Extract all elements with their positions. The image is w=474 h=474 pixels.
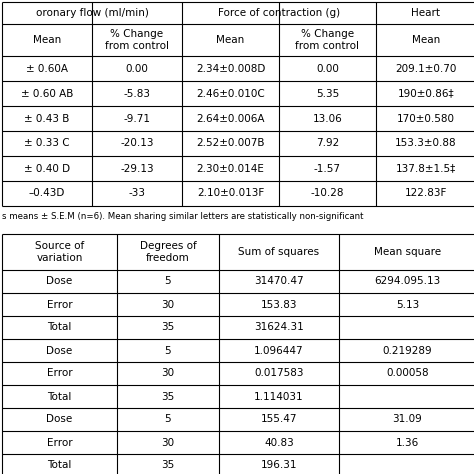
Text: 0.219289: 0.219289 — [383, 346, 432, 356]
Text: 7.92: 7.92 — [316, 138, 339, 148]
Text: 170±0.580: 170±0.580 — [397, 113, 455, 124]
Text: 35: 35 — [161, 461, 174, 471]
Text: -1.57: -1.57 — [314, 164, 341, 173]
Text: 5.13: 5.13 — [396, 300, 419, 310]
Text: Dose: Dose — [46, 346, 73, 356]
Text: 1.36: 1.36 — [396, 438, 419, 447]
Text: 190±0.86‡: 190±0.86‡ — [398, 89, 454, 99]
Text: 5: 5 — [164, 346, 171, 356]
Text: 2.64±0.006A: 2.64±0.006A — [196, 113, 265, 124]
Text: 153.3±0.88: 153.3±0.88 — [395, 138, 457, 148]
Text: –0.43D: –0.43D — [29, 189, 65, 199]
Text: 13.06: 13.06 — [313, 113, 342, 124]
Text: 5: 5 — [164, 414, 171, 425]
Text: 31470.47: 31470.47 — [254, 276, 304, 286]
Text: Error: Error — [46, 300, 73, 310]
Text: 35: 35 — [161, 392, 174, 401]
Text: 1.096447: 1.096447 — [254, 346, 304, 356]
Text: 1.114031: 1.114031 — [254, 392, 304, 401]
Text: % Change
from control: % Change from control — [105, 29, 169, 51]
Text: ± 0.43 B: ± 0.43 B — [24, 113, 70, 124]
Text: ± 0.60 AB: ± 0.60 AB — [21, 89, 73, 99]
Text: Dose: Dose — [46, 414, 73, 425]
Text: Error: Error — [46, 438, 73, 447]
Text: -20.13: -20.13 — [120, 138, 154, 148]
Text: 0.00058: 0.00058 — [386, 368, 429, 379]
Text: Mean square: Mean square — [374, 247, 441, 257]
Text: 31624.31: 31624.31 — [254, 322, 304, 332]
Text: Total: Total — [47, 392, 72, 401]
Text: 2.10±0.013F: 2.10±0.013F — [197, 189, 264, 199]
Text: oronary flow (ml/min): oronary flow (ml/min) — [36, 8, 148, 18]
Text: 137.8±1.5‡: 137.8±1.5‡ — [396, 164, 456, 173]
Text: 196.31: 196.31 — [261, 461, 297, 471]
Text: 30: 30 — [162, 438, 174, 447]
Text: -33: -33 — [128, 189, 146, 199]
Text: Mean: Mean — [216, 35, 245, 45]
Text: Degrees of
freedom: Degrees of freedom — [140, 241, 196, 263]
Text: 2.52±0.007B: 2.52±0.007B — [196, 138, 265, 148]
Text: Dose: Dose — [46, 276, 73, 286]
Text: 5.35: 5.35 — [316, 89, 339, 99]
Text: 31.09: 31.09 — [392, 414, 422, 425]
Text: Source of
variation: Source of variation — [35, 241, 84, 263]
Text: Mean: Mean — [412, 35, 440, 45]
Text: 2.46±0.010C: 2.46±0.010C — [196, 89, 265, 99]
Text: % Change
from control: % Change from control — [295, 29, 359, 51]
Text: Total: Total — [47, 322, 72, 332]
Text: -5.83: -5.83 — [124, 89, 151, 99]
Text: Sum of squares: Sum of squares — [238, 247, 319, 257]
Text: 122.83F: 122.83F — [405, 189, 447, 199]
Text: 2.34±0.008D: 2.34±0.008D — [196, 64, 265, 73]
Text: 0.00: 0.00 — [316, 64, 339, 73]
Text: Heart: Heart — [411, 8, 440, 18]
Text: ± 0.33 C: ± 0.33 C — [24, 138, 70, 148]
Text: 30: 30 — [162, 368, 174, 379]
Text: Error: Error — [46, 368, 73, 379]
Text: Mean: Mean — [33, 35, 61, 45]
Text: 155.47: 155.47 — [261, 414, 297, 425]
Text: 5: 5 — [164, 276, 171, 286]
Text: ± 0.40 D: ± 0.40 D — [24, 164, 70, 173]
Text: 30: 30 — [162, 300, 174, 310]
Text: s means ± S.E.M (n=6). Mean sharing similar letters are statistically non-signif: s means ± S.E.M (n=6). Mean sharing simi… — [2, 212, 364, 221]
Text: 209.1±0.70: 209.1±0.70 — [395, 64, 456, 73]
Text: 6294.095.13: 6294.095.13 — [374, 276, 441, 286]
Text: -9.71: -9.71 — [124, 113, 151, 124]
Text: 153.83: 153.83 — [261, 300, 297, 310]
Text: -10.28: -10.28 — [311, 189, 344, 199]
Text: ± 0.60A: ± 0.60A — [26, 64, 68, 73]
Text: Force of contraction (g): Force of contraction (g) — [218, 8, 340, 18]
Text: Total: Total — [47, 461, 72, 471]
Text: 0.017583: 0.017583 — [254, 368, 304, 379]
Text: -29.13: -29.13 — [120, 164, 154, 173]
Text: 0.00: 0.00 — [126, 64, 148, 73]
Text: 40.83: 40.83 — [264, 438, 294, 447]
Text: 35: 35 — [161, 322, 174, 332]
Text: 2.30±0.014E: 2.30±0.014E — [197, 164, 264, 173]
